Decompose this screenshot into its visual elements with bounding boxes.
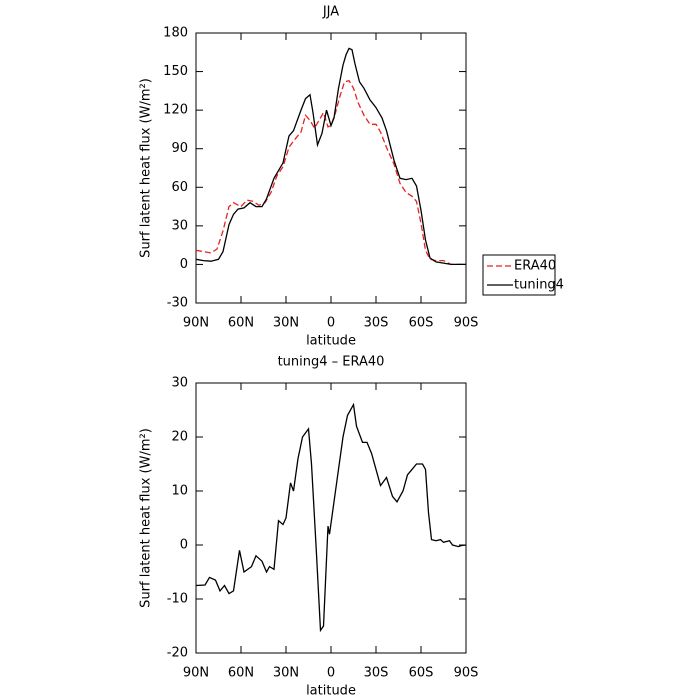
y-tick-label: 10 <box>171 484 188 499</box>
y-tick-label: 0 <box>180 257 188 272</box>
data-line <box>195 402 467 633</box>
y-tick-label: 150 <box>163 64 188 79</box>
y-tick-label: 20 <box>171 430 188 445</box>
x-axis-label: latitude <box>306 334 356 349</box>
y-tick-label: 120 <box>163 103 188 118</box>
y-axis-label: Surf latent heat flux (W/m²) <box>139 78 154 258</box>
x-tick-label: 30S <box>364 666 389 681</box>
chart-title: tuning4 – ERA40 <box>278 355 385 370</box>
data-line <box>195 47 466 266</box>
chart-title: JJA <box>322 5 339 20</box>
x-tick-label: 0 <box>327 316 335 331</box>
y-tick-label: 90 <box>171 141 188 156</box>
x-tick-label: 90S <box>454 316 479 331</box>
x-tick-label: 60N <box>228 316 254 331</box>
x-tick-label: 30N <box>273 666 299 681</box>
x-tick-label: 90N <box>183 316 209 331</box>
y-tick-label: -30 <box>167 296 188 311</box>
y-tick-label: 30 <box>171 218 188 233</box>
y-tick-label: 30 <box>171 376 188 391</box>
legend-label: tuning4 <box>514 278 564 293</box>
legend-box <box>482 254 556 296</box>
x-tick-label: 60S <box>409 666 434 681</box>
y-tick-label: -20 <box>167 646 188 661</box>
y-tick-label: 0 <box>180 538 188 553</box>
x-tick-label: 90S <box>454 666 479 681</box>
data-line <box>195 79 466 266</box>
x-tick-label: 30S <box>364 316 389 331</box>
y-tick-label: -10 <box>167 592 188 607</box>
x-tick-label: 60N <box>228 666 254 681</box>
y-tick-label: 180 <box>163 26 188 41</box>
plot-frame <box>195 32 467 304</box>
y-axis-label: Surf latent heat flux (W/m²) <box>139 428 154 608</box>
x-tick-label: 0 <box>327 666 335 681</box>
legend-label: ERA40 <box>514 259 556 274</box>
x-axis-label: latitude <box>306 684 356 699</box>
plot-frame <box>195 382 467 654</box>
x-tick-label: 90N <box>183 666 209 681</box>
y-tick-label: 60 <box>171 180 188 195</box>
x-tick-label: 30N <box>273 316 299 331</box>
x-tick-label: 60S <box>409 316 434 331</box>
